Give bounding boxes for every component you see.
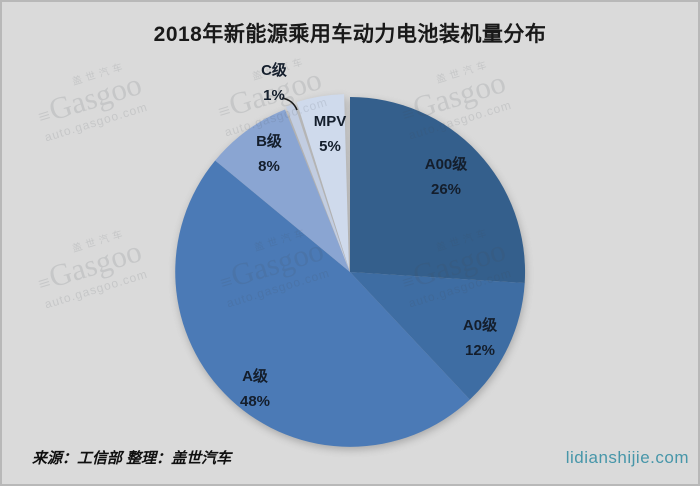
- slice-label-mpv: MPV 5%: [313, 113, 347, 155]
- slice-label-b: B级 8%: [256, 133, 282, 175]
- pie-slice-a: [175, 160, 470, 447]
- pie-slice-mpv: [296, 94, 349, 269]
- pie-slice-a00: [350, 96, 526, 283]
- slice-label-a: A级 48%: [239, 368, 271, 410]
- slice-label-a00: A00级 26%: [424, 156, 468, 198]
- pie-slice-a0: [350, 272, 525, 400]
- pie-slice-b: [215, 109, 350, 272]
- c-label-leader-line: [281, 97, 298, 111]
- pie-slice-c: [286, 103, 349, 270]
- site-link[interactable]: lidianshijie.com: [565, 448, 689, 467]
- chart-title: 2018年新能源乘用车动力电池装机量分布: [153, 23, 547, 46]
- slice-label-c: C级 1%: [261, 62, 287, 104]
- source-note: 来源：工信部 整理：盖世汽车: [32, 450, 232, 467]
- slice-label-a0: A0级 12%: [462, 317, 498, 359]
